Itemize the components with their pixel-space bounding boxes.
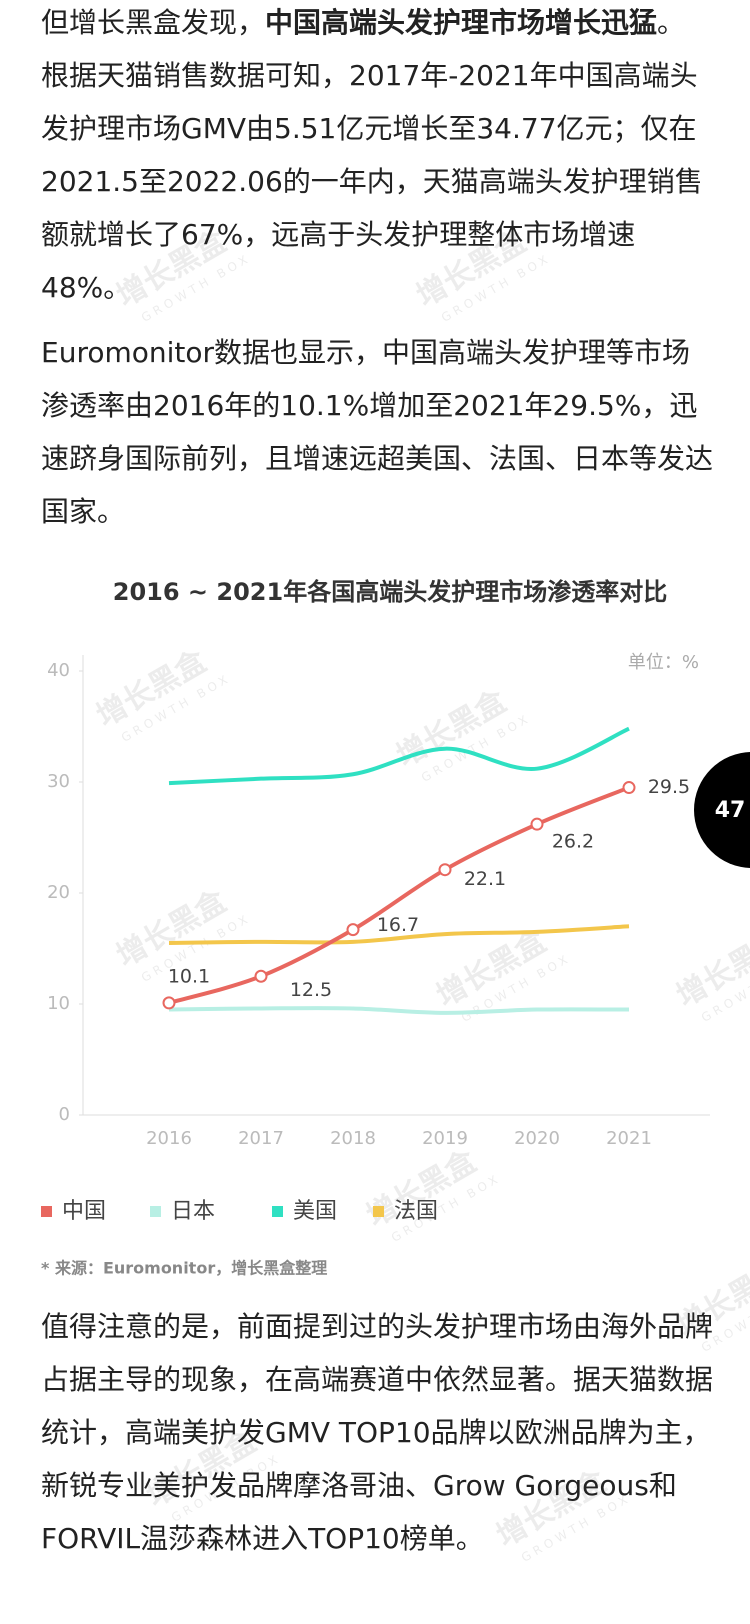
legend-label: 法国 <box>394 1199 438 1224</box>
paragraph: 值得注意的是，前面提到过的头发护理市场由海外品牌占据主导的现象，在高端赛道中依然… <box>41 1300 713 1565</box>
bold-text: 中国高端头发护理市场增长迅猛 <box>265 6 658 39</box>
x-tick-label: 2018 <box>330 1128 376 1149</box>
x-tick-label: 2019 <box>422 1128 468 1149</box>
paragraph: Euromonitor数据也显示，中国高端头发护理等市场渗透率由2016年的10… <box>41 326 713 538</box>
y-tick-label: 20 <box>47 882 70 903</box>
point <box>438 863 452 877</box>
chart-title: 2016 ~ 2021年各国高端头发护理市场渗透率对比 <box>113 578 667 606</box>
point <box>162 996 176 1010</box>
point <box>346 923 360 937</box>
y-tick-label: 0 <box>59 1104 70 1125</box>
point <box>254 969 268 983</box>
point <box>530 817 544 831</box>
legend-swatch <box>373 1206 384 1217</box>
x-tick-label: 2017 <box>238 1128 284 1149</box>
text: 值得注意的是，前面提到过的头发护理市场由海外品牌占据主导的现象，在高端赛道中依然… <box>41 1310 714 1555</box>
series-line <box>168 1006 630 1015</box>
legend-label: 美国 <box>293 1199 337 1224</box>
x-tick-label: 2016 <box>146 1128 192 1149</box>
series-line <box>168 785 630 1005</box>
data-label: 22.1 <box>464 868 506 890</box>
series-line <box>168 924 630 945</box>
paragraph: 但增长黑盒发现，中国高端头发护理市场增长迅猛。根据天猫销售数据可知，2017年-… <box>41 0 713 314</box>
unit-label: 单位：% <box>628 652 699 673</box>
legend-label: 日本 <box>171 1199 215 1224</box>
page-badge <box>694 752 750 868</box>
data-label: 26.2 <box>552 831 594 853</box>
legend-swatch <box>272 1206 283 1217</box>
data-label: 29.5 <box>648 776 690 798</box>
legend-swatch <box>41 1206 52 1217</box>
data-label: 10.1 <box>168 965 210 987</box>
legend-swatch <box>150 1206 161 1217</box>
source: * 来源：Euromonitor，增长黑盒整理 <box>41 1259 327 1278</box>
text: 但增长黑盒发现， <box>41 6 266 39</box>
x-tick-label: 2021 <box>606 1128 652 1149</box>
y-tick-label: 30 <box>47 771 70 792</box>
y-tick-label: 10 <box>47 993 70 1014</box>
legend-label: 中国 <box>62 1199 106 1224</box>
series-line <box>168 726 630 786</box>
text: 。根据天猫销售数据可知，2017年-2021年中国高端头发护理市场GMV由5.5… <box>41 6 703 304</box>
x-tick-label: 2020 <box>514 1128 560 1149</box>
point <box>622 781 636 795</box>
y-tick-label: 40 <box>47 660 70 681</box>
page-number: 47 <box>715 798 746 823</box>
data-label: 12.5 <box>290 979 332 1001</box>
text: Euromonitor数据也显示，中国高端头发护理等市场渗透率由2016年的10… <box>41 336 714 528</box>
data-label: 16.7 <box>377 914 419 936</box>
